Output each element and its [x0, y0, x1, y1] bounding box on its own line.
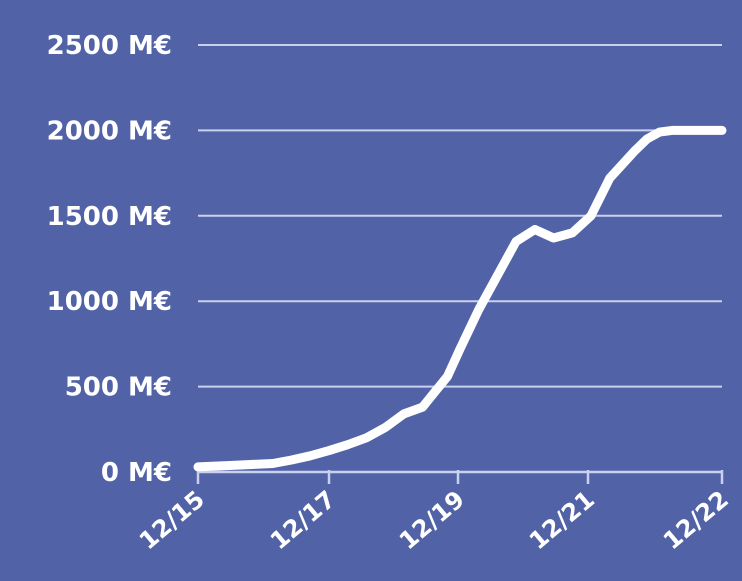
x-axis — [196, 470, 724, 484]
x-tick-label: 12/19 — [394, 485, 470, 555]
y-tick-label: 500 M€ — [65, 373, 172, 403]
gridlines — [198, 44, 722, 388]
x-tick-label: 12/17 — [265, 485, 341, 555]
x-axis-tick-labels: 12/15 12/17 12/19 12/21 12/22 — [134, 485, 734, 555]
y-axis-tick-labels: 0 M€ 500 M€ 1000 M€ 1500 M€ 2000 M€ 2500 M€ — [47, 31, 172, 488]
series-line — [193, 125, 727, 472]
y-tick-label: 1500 M€ — [47, 202, 172, 232]
y-tick-label: 0 M€ — [101, 458, 172, 488]
series-group — [193, 125, 727, 472]
x-tick-label: 12/21 — [524, 485, 600, 555]
y-tick-label: 2500 M€ — [47, 31, 172, 61]
y-tick-label: 2000 M€ — [47, 116, 172, 146]
x-tick-label: 12/15 — [134, 485, 210, 555]
y-tick-label: 1000 M€ — [47, 287, 172, 317]
x-tick-label: 12/22 — [658, 485, 734, 555]
